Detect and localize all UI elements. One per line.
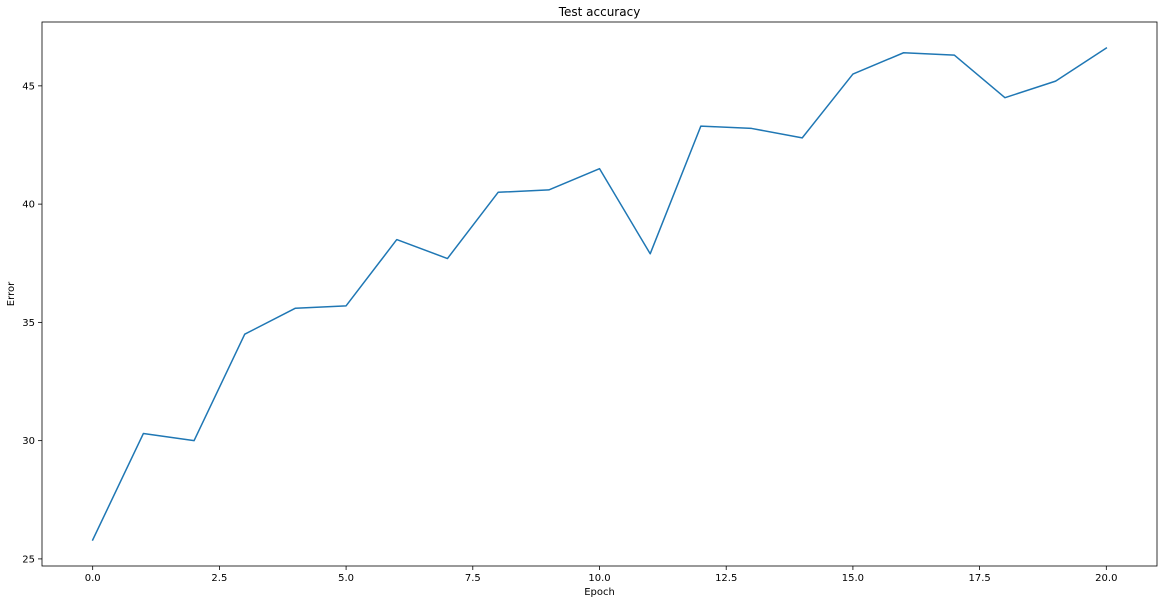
x-tick-label: 2.5 bbox=[211, 573, 227, 584]
chart-title: Test accuracy bbox=[558, 5, 641, 19]
x-axis-ticks: 0.0 2.5 5.0 7.5 10.0 12.5 15.0 17.5 20.0 bbox=[85, 566, 1117, 584]
series-line bbox=[91, 46, 1108, 541]
series-layer bbox=[91, 46, 1108, 541]
x-tick-label: 15.0 bbox=[842, 573, 864, 584]
x-tick-label: 0.0 bbox=[85, 573, 101, 584]
x-tick-label: 20.0 bbox=[1095, 573, 1117, 584]
x-tick-label: 12.5 bbox=[715, 573, 737, 584]
y-tick-label: 30 bbox=[22, 436, 35, 447]
y-tick-label: 45 bbox=[22, 81, 35, 92]
x-tick-label: 5.0 bbox=[338, 573, 354, 584]
y-axis-ticks: 25 30 35 40 45 bbox=[22, 81, 42, 565]
x-tick-label: 17.5 bbox=[968, 573, 990, 584]
x-tick-label: 7.5 bbox=[465, 573, 481, 584]
axes-frame bbox=[41, 21, 1158, 567]
x-axis-label: Epoch bbox=[584, 587, 615, 598]
y-tick-label: 25 bbox=[22, 554, 35, 565]
y-tick-label: 35 bbox=[22, 318, 35, 329]
plot-area bbox=[41, 21, 1158, 567]
x-tick-label: 10.0 bbox=[588, 573, 610, 584]
y-axis-label: Error bbox=[6, 281, 17, 306]
y-tick-label: 40 bbox=[22, 200, 35, 211]
